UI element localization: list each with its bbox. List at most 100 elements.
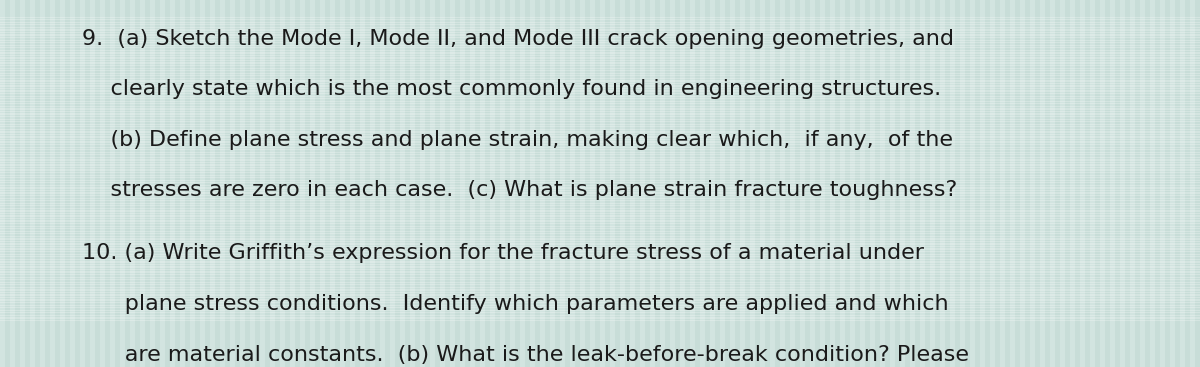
Bar [910, 0, 916, 367]
Bar [0, 57, 1200, 59]
Bar [0, 180, 1200, 181]
Bar [0, 134, 1200, 135]
Bar [0, 190, 1200, 191]
Bar [0, 103, 1200, 105]
Bar [0, 297, 1200, 298]
Bar [550, 0, 554, 367]
Bar [10, 0, 14, 367]
Bar [350, 0, 355, 367]
Bar [140, 0, 145, 367]
Bar [1140, 0, 1145, 367]
Bar [580, 0, 586, 367]
Bar [160, 0, 166, 367]
Bar [0, 317, 1200, 319]
Bar [0, 101, 1200, 102]
Bar [0, 210, 1200, 211]
Bar [100, 0, 106, 367]
Bar [0, 146, 1200, 148]
Bar [990, 0, 995, 367]
Bar [0, 223, 1200, 224]
Bar [0, 264, 1200, 265]
Bar [0, 284, 1200, 286]
Bar [230, 0, 235, 367]
Bar [0, 192, 1200, 194]
Text: clearly state which is the most commonly found in engineering structures.: clearly state which is the most commonly… [82, 79, 941, 99]
Text: (b) Define plane stress and plane strain, making clear which,  if any,  of the: (b) Define plane stress and plane strain… [82, 130, 953, 150]
Bar [0, 187, 1200, 189]
Bar [0, 175, 1200, 176]
Bar [150, 0, 155, 367]
Bar [0, 83, 1200, 84]
Bar [130, 0, 134, 367]
Bar [0, 50, 1200, 51]
Bar [0, 88, 1200, 89]
Bar [0, 230, 1200, 232]
Bar [420, 0, 425, 367]
Bar [390, 0, 395, 367]
Bar [0, 47, 1200, 48]
Bar [960, 0, 965, 367]
Bar [0, 215, 1200, 217]
Bar [1150, 0, 1154, 367]
Bar [0, 302, 1200, 303]
Bar [0, 126, 1200, 127]
Bar [0, 292, 1200, 293]
Bar [0, 144, 1200, 145]
Bar [410, 0, 415, 367]
Bar [0, 248, 1200, 250]
Bar [0, 73, 1200, 74]
Bar [680, 0, 685, 367]
Bar [0, 238, 1200, 240]
Bar [740, 0, 745, 367]
Bar [710, 0, 715, 367]
Bar [630, 0, 635, 367]
Bar [0, 320, 1200, 321]
Bar [0, 274, 1200, 275]
Bar [820, 0, 826, 367]
Bar [0, 281, 1200, 283]
Bar [0, 272, 1200, 273]
Bar [490, 0, 496, 367]
Bar [900, 0, 905, 367]
Bar [1100, 0, 1105, 367]
Bar [0, 236, 1200, 237]
Bar [800, 0, 805, 367]
Bar [430, 0, 436, 367]
Bar [0, 139, 1200, 140]
Bar [60, 0, 65, 367]
Bar [0, 315, 1200, 316]
Bar [940, 0, 946, 367]
Bar [0, 279, 1200, 280]
Bar [0, 221, 1200, 222]
Bar [330, 0, 335, 367]
Bar [0, 269, 1200, 270]
Bar [0, 22, 1200, 23]
Bar [480, 0, 485, 367]
Bar [260, 0, 265, 367]
Bar [0, 246, 1200, 247]
Bar [70, 0, 74, 367]
Bar [0, 124, 1200, 125]
Bar [240, 0, 245, 367]
Bar [360, 0, 365, 367]
Bar [170, 0, 175, 367]
Bar [370, 0, 374, 367]
Bar [860, 0, 865, 367]
Bar [290, 0, 295, 367]
Bar [0, 251, 1200, 252]
Bar [840, 0, 845, 367]
Bar [190, 0, 196, 367]
Bar [0, 95, 1200, 97]
Bar [0, 17, 1200, 18]
Bar [890, 0, 895, 367]
Bar [300, 0, 305, 367]
Bar [600, 0, 605, 367]
Bar [0, 167, 1200, 168]
Bar [0, 162, 1200, 163]
Bar [0, 312, 1200, 313]
Bar [520, 0, 526, 367]
Bar [560, 0, 565, 367]
Bar [510, 0, 515, 367]
Bar [1040, 0, 1045, 367]
Bar [0, 266, 1200, 268]
